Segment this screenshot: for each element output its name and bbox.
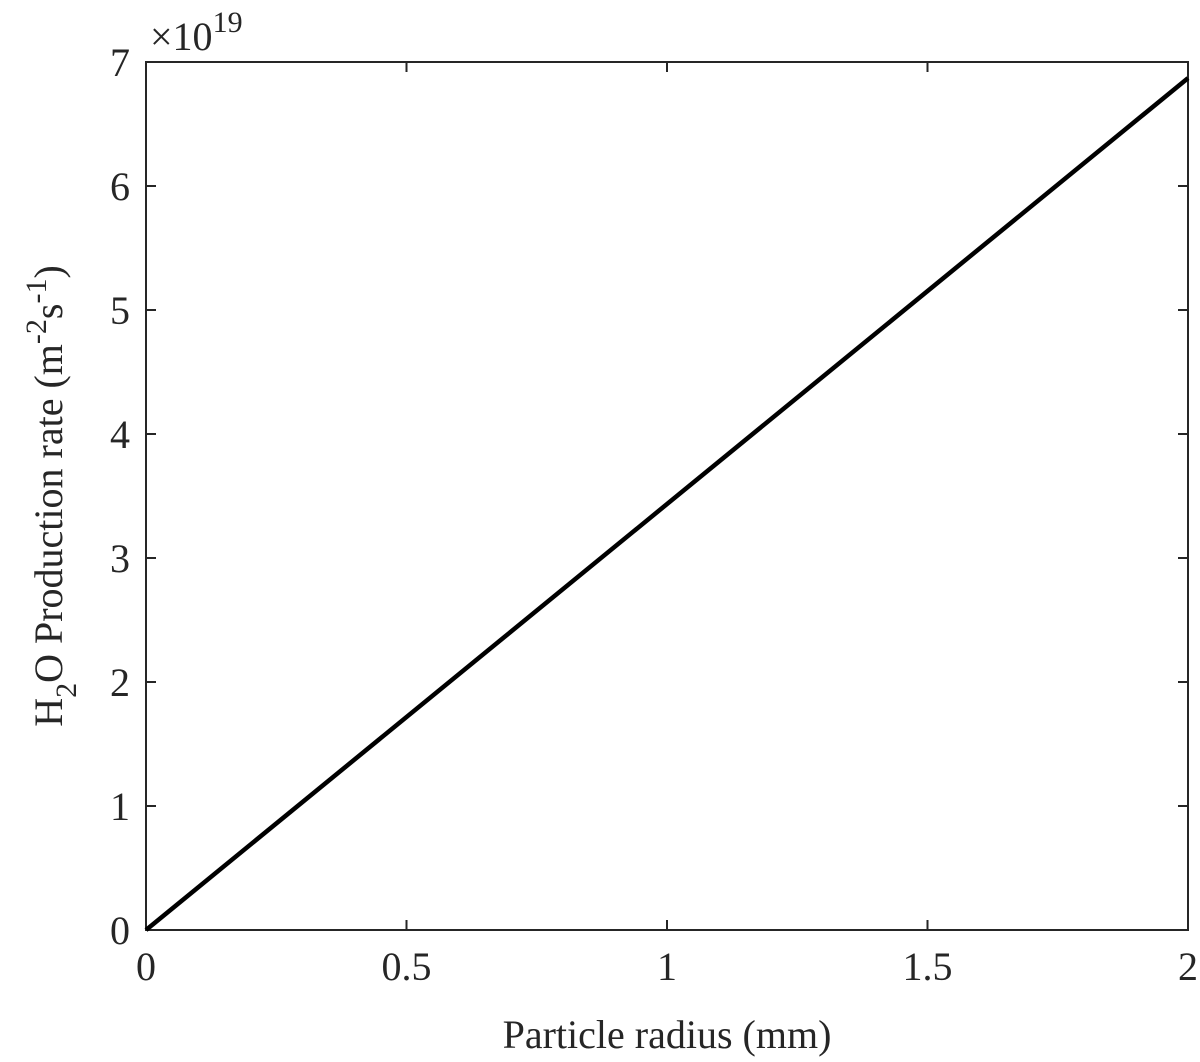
x-tick-label: 0 [136, 944, 156, 989]
series-layer [144, 76, 1190, 932]
y-axis-label: H2O Production rate (m-2s-1) [20, 265, 83, 727]
y-axis-exponent: ×1019 [150, 6, 243, 59]
y-label-mid: O Production rate (m [26, 344, 71, 683]
x-axis-label: Particle radius (mm) [503, 1012, 832, 1057]
y-label-pre: H [26, 698, 71, 727]
y-tick-label: 3 [110, 536, 130, 581]
y-tick-label: 5 [110, 288, 130, 333]
y-tick-label: 1 [110, 784, 130, 829]
y-tick-label: 4 [110, 412, 130, 457]
y-tick-label: 7 [110, 40, 130, 85]
x-axis-ticks: 0 0.5 1 1.5 2 [136, 62, 1198, 989]
y-tick-label: 2 [110, 660, 130, 705]
y-label-sub: 2 [50, 683, 83, 698]
y-exponent-power: 19 [213, 6, 243, 39]
x-tick-label: 1.5 [903, 944, 953, 989]
y-label-sup1: -2 [20, 319, 53, 344]
x-tick-label: 2 [1178, 944, 1198, 989]
y-axis-ticks: 0 1 2 3 4 5 6 7 [110, 40, 1188, 953]
y-label-sup2: -1 [20, 279, 53, 304]
y-tick-label: 0 [110, 908, 130, 953]
y-exponent-prefix: ×10 [150, 14, 213, 59]
y-label-post: ) [26, 265, 71, 278]
series-line [144, 76, 1190, 932]
y-tick-label: 6 [110, 164, 130, 209]
y-label-s: s [26, 304, 71, 320]
x-tick-label: 0.5 [382, 944, 432, 989]
x-tick-label: 1 [657, 944, 677, 989]
